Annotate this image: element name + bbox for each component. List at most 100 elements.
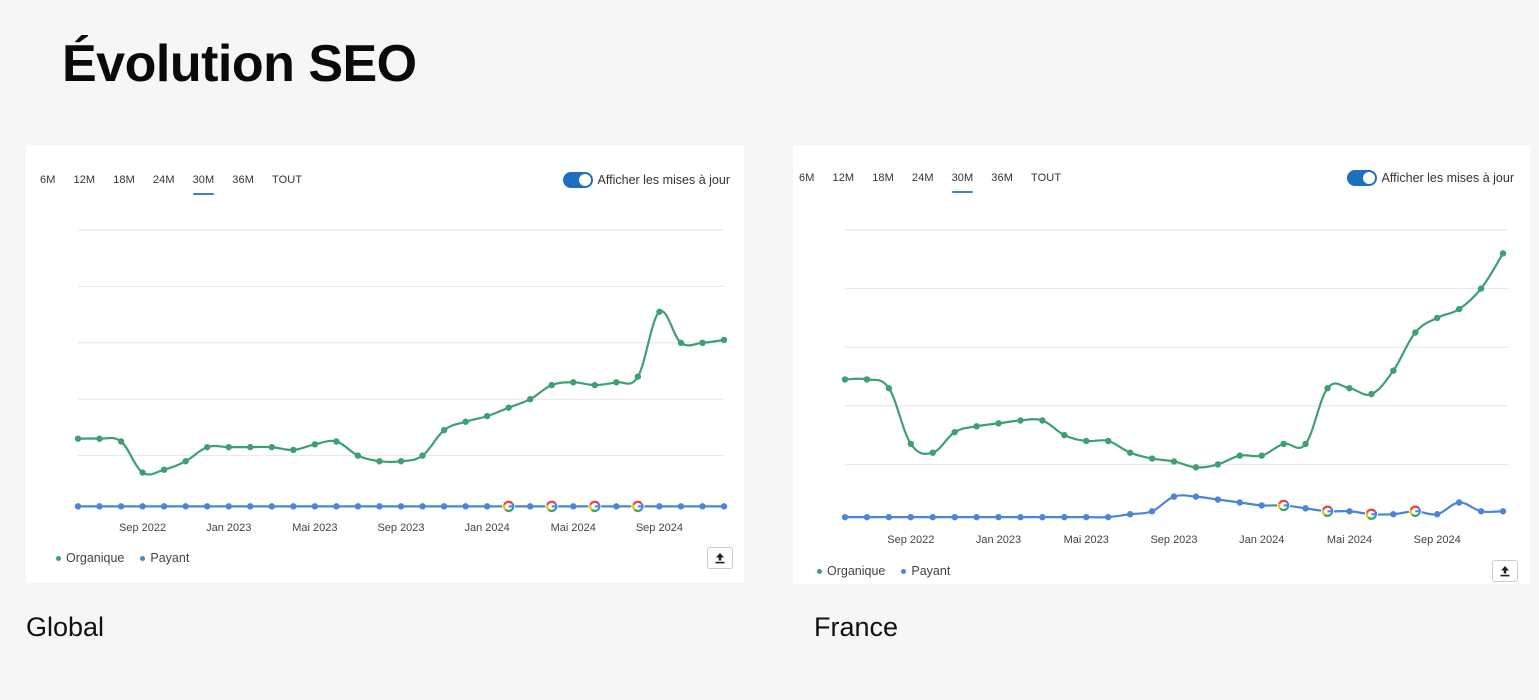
data-point-organic[interactable] bbox=[290, 446, 297, 454]
data-point-paid[interactable] bbox=[419, 503, 426, 510]
data-point-organic[interactable] bbox=[929, 449, 936, 456]
data-point-paid[interactable] bbox=[1061, 513, 1068, 521]
data-point-organic[interactable] bbox=[677, 339, 685, 346]
tab-6m[interactable]: 6M bbox=[40, 174, 56, 186]
data-point-paid[interactable] bbox=[204, 503, 211, 510]
data-point-paid[interactable] bbox=[1192, 493, 1200, 500]
data-point-organic[interactable] bbox=[699, 339, 706, 346]
data-point-organic[interactable] bbox=[483, 412, 491, 420]
data-point-paid[interactable] bbox=[397, 503, 405, 510]
tab-36m[interactable]: 36M bbox=[991, 172, 1013, 184]
data-point-paid[interactable] bbox=[1434, 511, 1441, 518]
data-point-paid[interactable] bbox=[907, 513, 914, 521]
legend-item-organic[interactable]: Organique bbox=[56, 551, 124, 565]
data-point-organic[interactable] bbox=[1148, 455, 1156, 462]
tab-tout[interactable]: TOUT bbox=[1031, 172, 1062, 184]
data-point-paid[interactable] bbox=[1455, 499, 1463, 506]
data-point-paid[interactable] bbox=[290, 503, 297, 510]
data-point-organic[interactable] bbox=[1170, 458, 1178, 465]
data-point-paid[interactable] bbox=[1258, 502, 1265, 509]
data-point-paid[interactable] bbox=[570, 503, 577, 510]
data-point-paid[interactable] bbox=[973, 513, 980, 521]
data-point-organic[interactable] bbox=[570, 379, 577, 386]
data-point-paid[interactable] bbox=[841, 513, 849, 521]
data-point-organic[interactable] bbox=[1390, 367, 1397, 374]
data-point-paid[interactable] bbox=[311, 503, 319, 510]
export-button[interactable] bbox=[1492, 560, 1518, 582]
data-point-paid[interactable] bbox=[376, 503, 383, 510]
data-point-organic[interactable] bbox=[1499, 250, 1507, 257]
data-point-organic[interactable] bbox=[1061, 431, 1068, 439]
data-point-paid[interactable] bbox=[720, 503, 728, 510]
data-point-organic[interactable] bbox=[995, 420, 1002, 427]
data-point-paid[interactable] bbox=[1083, 513, 1090, 521]
data-point-organic[interactable] bbox=[1412, 329, 1419, 336]
data-point-paid[interactable] bbox=[1105, 513, 1112, 521]
show-updates-toggle-group[interactable]: Afficher les mises à jour bbox=[1346, 170, 1514, 186]
tab-30m[interactable]: 30M bbox=[951, 172, 974, 193]
show-updates-toggle[interactable] bbox=[562, 172, 593, 188]
export-button[interactable] bbox=[707, 547, 733, 569]
data-point-organic[interactable] bbox=[885, 385, 893, 392]
data-point-organic[interactable] bbox=[1105, 437, 1112, 445]
data-point-paid[interactable] bbox=[1477, 508, 1485, 515]
data-point-paid[interactable] bbox=[1039, 513, 1046, 521]
data-point-organic[interactable] bbox=[1126, 449, 1134, 456]
tab-12m[interactable]: 12M bbox=[832, 172, 855, 184]
data-point-paid[interactable] bbox=[1126, 511, 1134, 518]
data-point-paid[interactable] bbox=[117, 503, 125, 510]
data-point-organic[interactable] bbox=[397, 458, 405, 465]
tab-6m[interactable]: 6M bbox=[799, 172, 815, 184]
data-point-paid[interactable] bbox=[1170, 493, 1178, 500]
data-point-paid[interactable] bbox=[1302, 505, 1309, 512]
google-g-icon[interactable] bbox=[502, 499, 516, 513]
google-g-icon[interactable] bbox=[1364, 507, 1378, 521]
google-g-icon[interactable] bbox=[1277, 498, 1291, 512]
legend-item-paid[interactable]: Payant bbox=[901, 564, 950, 578]
data-point-organic[interactable] bbox=[440, 427, 448, 434]
data-point-paid[interactable] bbox=[139, 503, 146, 510]
data-point-organic[interactable] bbox=[1236, 452, 1243, 459]
data-point-organic[interactable] bbox=[1083, 437, 1090, 445]
data-point-paid[interactable] bbox=[1236, 499, 1243, 506]
google-g-icon[interactable] bbox=[1408, 504, 1422, 518]
data-point-paid[interactable] bbox=[247, 503, 254, 510]
tab-18m[interactable]: 18M bbox=[872, 172, 894, 184]
tab-30m[interactable]: 30M bbox=[192, 174, 215, 195]
tab-36m[interactable]: 36M bbox=[232, 174, 254, 186]
legend-item-organic[interactable]: Organique bbox=[817, 564, 885, 578]
data-point-organic[interactable] bbox=[354, 452, 362, 459]
data-point-paid[interactable] bbox=[1346, 508, 1353, 515]
data-point-paid[interactable] bbox=[1017, 513, 1024, 521]
google-g-icon[interactable] bbox=[588, 499, 602, 513]
tab-12m[interactable]: 12M bbox=[73, 174, 96, 186]
data-point-organic[interactable] bbox=[591, 381, 598, 389]
data-point-organic[interactable] bbox=[951, 428, 958, 436]
data-point-paid[interactable] bbox=[440, 503, 448, 510]
data-point-organic[interactable] bbox=[505, 404, 512, 411]
data-point-organic[interactable] bbox=[333, 438, 340, 445]
data-point-organic[interactable] bbox=[1280, 440, 1287, 448]
tab-tout[interactable]: TOUT bbox=[272, 174, 303, 186]
data-point-organic[interactable] bbox=[1324, 385, 1331, 392]
data-point-organic[interactable] bbox=[973, 423, 980, 430]
data-point-organic[interactable] bbox=[634, 373, 642, 380]
data-point-paid[interactable] bbox=[677, 503, 685, 510]
data-point-organic[interactable] bbox=[225, 443, 232, 451]
data-point-organic[interactable] bbox=[204, 443, 211, 451]
data-point-organic[interactable] bbox=[1368, 390, 1375, 398]
data-point-paid[interactable] bbox=[182, 503, 189, 510]
data-point-organic[interactable] bbox=[1477, 285, 1485, 292]
data-point-organic[interactable] bbox=[1258, 452, 1265, 459]
data-point-paid[interactable] bbox=[995, 513, 1002, 521]
data-point-paid[interactable] bbox=[1499, 508, 1507, 515]
data-point-paid[interactable] bbox=[160, 503, 168, 510]
data-point-organic[interactable] bbox=[96, 435, 103, 442]
data-point-organic[interactable] bbox=[863, 376, 871, 383]
tab-18m[interactable]: 18M bbox=[113, 174, 135, 186]
data-point-paid[interactable] bbox=[354, 503, 362, 510]
data-point-organic[interactable] bbox=[841, 376, 849, 383]
show-updates-toggle-group[interactable]: Afficher les mises à jour bbox=[562, 172, 730, 188]
data-point-organic[interactable] bbox=[182, 458, 189, 465]
data-point-paid[interactable] bbox=[929, 513, 936, 521]
